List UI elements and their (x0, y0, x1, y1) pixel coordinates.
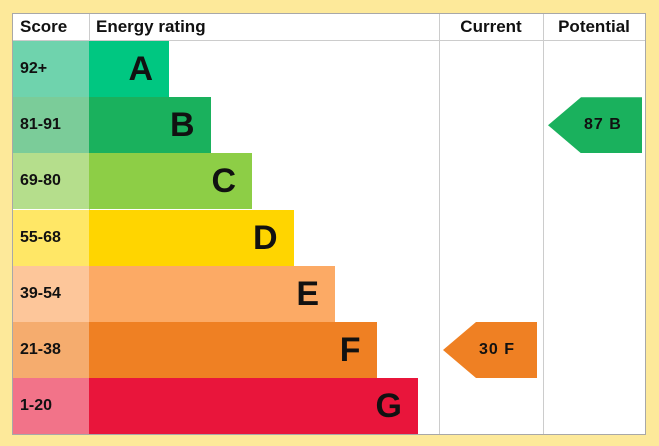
rating-bar-a: A (89, 41, 169, 97)
energy-rating-chart: Score Energy rating Current Potential 92… (12, 13, 646, 435)
score-range-f: 21-38 (13, 322, 89, 378)
current-rating-arrow: 30 F (443, 322, 537, 378)
rating-bar-d: D (89, 209, 294, 266)
header-current: Current (460, 17, 522, 36)
rating-bar-e: E (89, 265, 335, 322)
header-energy-rating: Energy rating (96, 17, 206, 36)
score-range-b: 81-91 (13, 97, 89, 154)
rating-bar-g: G (89, 378, 418, 435)
score-range-e: 39-54 (13, 265, 89, 322)
divider-current (439, 14, 440, 434)
score-range-d: 55-68 (13, 209, 89, 266)
potential-rating-arrow: 87 B (548, 97, 642, 154)
score-range-a: 92+ (13, 41, 89, 97)
rating-bar-f: F (89, 322, 377, 378)
divider-potential (543, 14, 544, 434)
rating-bar-c: C (89, 153, 252, 210)
header-potential: Potential (558, 17, 630, 36)
score-range-c: 69-80 (13, 153, 89, 210)
header-score: Score (20, 17, 68, 36)
score-range-g: 1-20 (13, 378, 89, 435)
rating-bar-b: B (89, 97, 211, 154)
header-divider (13, 40, 645, 41)
